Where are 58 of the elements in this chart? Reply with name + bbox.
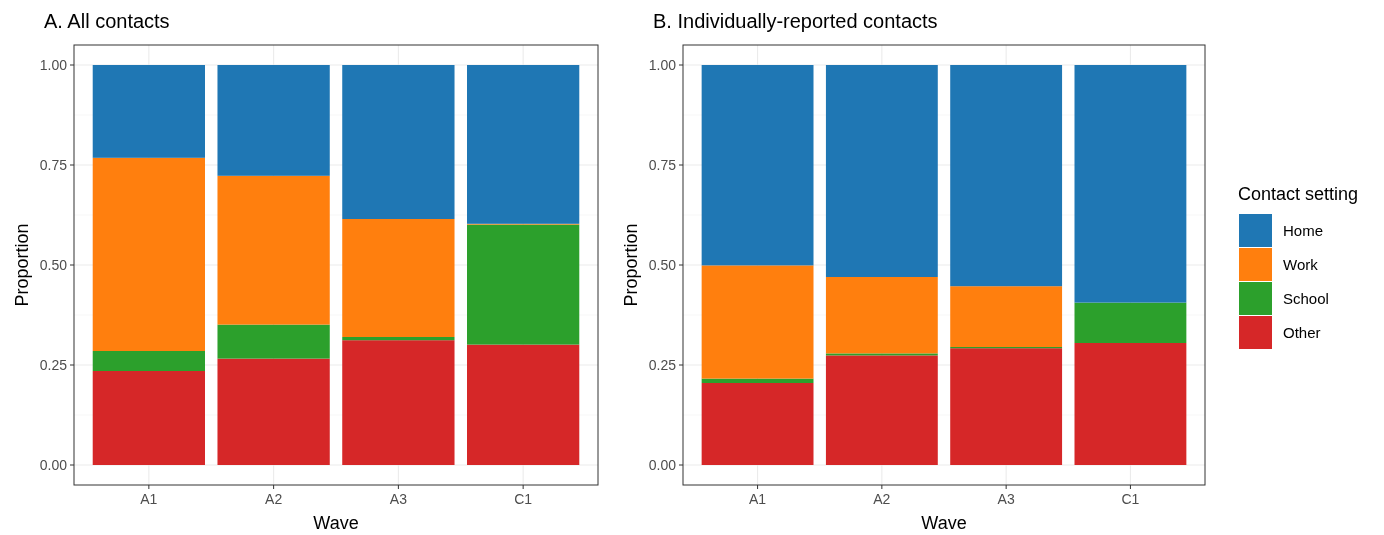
legend-label: Work <box>1283 256 1319 274</box>
bar <box>92 157 205 351</box>
bar <box>950 348 1063 465</box>
x-tick-label: C1 <box>514 491 533 507</box>
bar <box>825 353 938 356</box>
bar <box>92 351 205 371</box>
x-tick-label: A3 <box>389 491 408 507</box>
bar <box>701 265 814 379</box>
y-tick-label: 1.00 <box>39 56 68 73</box>
bar <box>217 324 330 359</box>
bar <box>1074 343 1187 465</box>
y-tick-label: 1.00 <box>648 56 677 73</box>
bar <box>217 358 330 465</box>
bar <box>342 219 455 337</box>
bar <box>467 65 580 224</box>
y-tick-label: 0.75 <box>648 156 677 173</box>
y-tick-label: 0.50 <box>648 256 677 273</box>
bar <box>342 337 455 341</box>
x-tick-label: A1 <box>140 491 158 507</box>
bar <box>825 277 938 354</box>
x-tick-label: C1 <box>1121 491 1140 507</box>
x-axis-title: Wave <box>313 513 359 533</box>
bar <box>701 65 814 266</box>
chart-title: A. All contacts <box>44 10 170 32</box>
bar <box>701 378 814 383</box>
bar <box>1074 65 1187 303</box>
y-tick-label: 0.25 <box>648 356 677 373</box>
legend-title: Contact setting <box>1238 184 1359 204</box>
bar <box>467 224 580 345</box>
bar <box>342 340 455 465</box>
x-tick-label: A2 <box>873 491 891 507</box>
x-axis-title: Wave <box>921 513 967 533</box>
bar <box>467 344 580 465</box>
x-tick-label: A1 <box>749 491 767 507</box>
y-tick-label: 0.00 <box>39 456 68 473</box>
bar <box>825 65 938 277</box>
bar <box>1074 302 1187 343</box>
bar <box>825 355 938 465</box>
y-tick-label: 0.00 <box>648 456 677 473</box>
bar <box>701 383 814 465</box>
legend-label: Home <box>1283 222 1324 240</box>
y-tick-label: 0.50 <box>39 256 68 273</box>
x-tick-label: A2 <box>265 491 283 507</box>
y-tick-label: 0.25 <box>39 356 68 373</box>
y-axis-title: Proportion <box>12 223 32 307</box>
legend-label: School <box>1283 290 1329 308</box>
bar <box>217 65 330 176</box>
y-axis-title: Proportion <box>621 223 641 307</box>
bar <box>92 65 205 158</box>
chart-title: B. Individually-reported contacts <box>653 10 938 32</box>
bar <box>950 65 1063 287</box>
y-tick-label: 0.75 <box>39 156 68 173</box>
bar <box>342 65 455 219</box>
legend-label: Other <box>1283 324 1321 342</box>
bar <box>92 371 205 465</box>
bar <box>950 286 1063 347</box>
x-tick-label: A3 <box>997 491 1015 507</box>
bar <box>217 175 330 325</box>
